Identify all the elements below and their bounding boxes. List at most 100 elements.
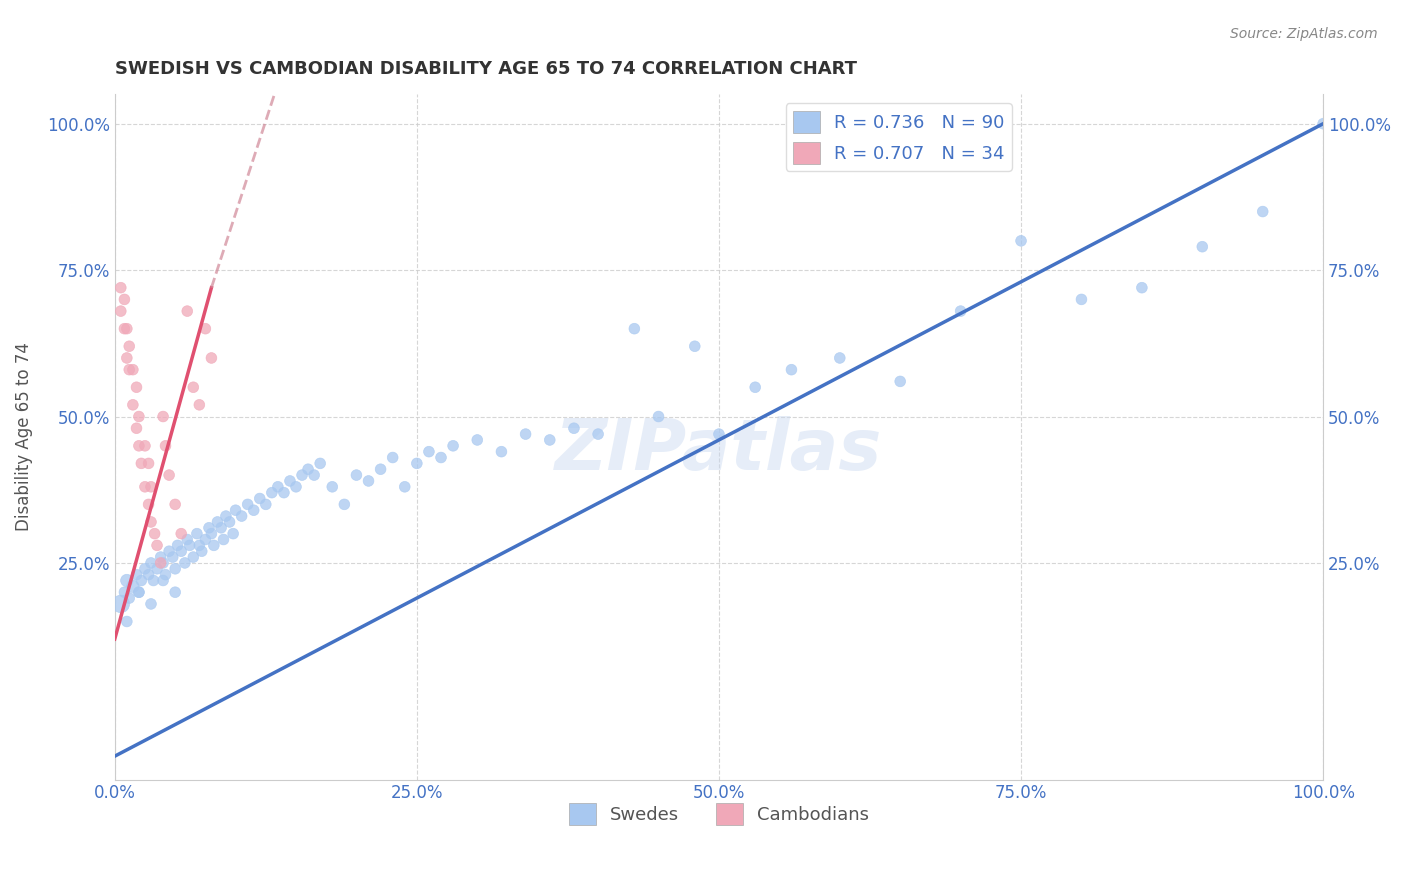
Point (1251, 204, 1274, 219)
Point (115, 321, 138, 335)
Point (115, 574, 138, 588)
Point (128, 585, 150, 599)
Point (647, 409, 669, 424)
Point (491, 444, 513, 458)
Point (155, 439, 177, 453)
Point (562, 421, 585, 435)
Point (623, 321, 645, 335)
Point (125, 380, 148, 394)
Point (157, 468, 180, 483)
Point (707, 427, 730, 442)
Point (260, 485, 283, 500)
Point (188, 538, 211, 552)
Point (418, 444, 440, 458)
Point (218, 515, 240, 529)
Point (1010, 234, 1032, 248)
Point (212, 533, 235, 547)
Point (744, 380, 766, 394)
Point (128, 585, 150, 599)
Point (165, 562, 187, 576)
Point (181, 380, 204, 394)
Point (186, 526, 208, 541)
Point (190, 544, 212, 558)
Point (194, 321, 217, 335)
Point (152, 574, 174, 588)
Text: ZIPatlas: ZIPatlas (555, 417, 883, 485)
Point (207, 515, 229, 529)
Point (115, 351, 138, 365)
Point (381, 450, 404, 465)
Point (122, 362, 145, 376)
Point (165, 497, 187, 511)
Point (170, 526, 193, 541)
Legend: Swedes, Cambodians: Swedes, Cambodians (561, 796, 876, 832)
Point (209, 521, 232, 535)
Point (441, 439, 464, 453)
Point (285, 480, 308, 494)
Point (538, 433, 561, 447)
Point (138, 497, 160, 511)
Point (125, 567, 148, 582)
Point (112, 293, 135, 307)
Point (188, 398, 211, 412)
Point (139, 515, 162, 529)
Point (176, 533, 198, 547)
Point (146, 538, 169, 552)
Point (152, 556, 174, 570)
Point (138, 567, 160, 582)
Point (128, 439, 150, 453)
Point (949, 304, 972, 318)
Point (149, 556, 172, 570)
Point (242, 503, 264, 517)
Point (1191, 240, 1213, 254)
Point (683, 339, 706, 353)
Point (222, 526, 245, 541)
Point (202, 538, 225, 552)
Point (146, 562, 169, 576)
Point (131, 574, 153, 588)
Point (142, 574, 165, 588)
Y-axis label: Disability Age 65 to 74: Disability Age 65 to 74 (15, 343, 32, 532)
Point (166, 538, 188, 552)
Point (297, 462, 319, 476)
Point (515, 427, 537, 442)
Point (157, 544, 180, 558)
Point (134, 480, 156, 494)
Text: Source: ZipAtlas.com: Source: ZipAtlas.com (1230, 27, 1378, 41)
Point (273, 485, 295, 500)
Point (1130, 281, 1153, 295)
Point (430, 450, 453, 465)
Point (110, 597, 132, 611)
Point (176, 304, 198, 318)
Point (139, 597, 162, 611)
Point (179, 538, 201, 552)
Point (110, 304, 132, 318)
Point (122, 579, 145, 593)
Point (152, 409, 174, 424)
Point (143, 526, 166, 541)
Point (333, 497, 356, 511)
Point (112, 321, 135, 335)
Point (254, 497, 277, 511)
Point (1312, 117, 1334, 131)
Point (131, 456, 153, 470)
Text: SWEDISH VS CAMBODIAN DISABILITY AGE 65 TO 74 CORRELATION CHART: SWEDISH VS CAMBODIAN DISABILITY AGE 65 T… (115, 60, 856, 78)
Point (112, 585, 135, 599)
Point (115, 615, 138, 629)
Point (181, 550, 204, 565)
Point (357, 474, 380, 488)
Point (155, 567, 177, 582)
Point (200, 526, 222, 541)
Point (267, 480, 290, 494)
Point (162, 550, 184, 565)
Point (321, 480, 343, 494)
Point (149, 550, 172, 565)
Point (370, 462, 392, 476)
Point (1070, 293, 1092, 307)
Point (198, 521, 221, 535)
Point (122, 398, 145, 412)
Point (139, 556, 162, 570)
Point (138, 456, 160, 470)
Point (309, 456, 332, 470)
Point (405, 456, 427, 470)
